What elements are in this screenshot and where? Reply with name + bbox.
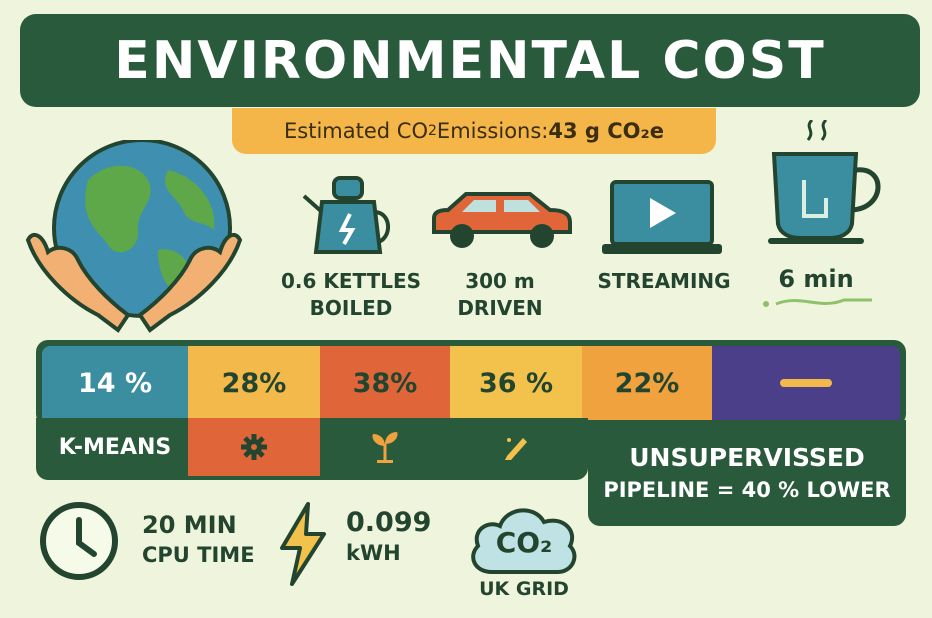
pipeline-callout: UNSUPERVISSED PIPELINE = 40 % LOWER	[588, 420, 906, 526]
streaming-label: STREAMING	[597, 269, 731, 293]
kmeans-tag: K-MEANS	[42, 418, 188, 476]
car-icon	[432, 192, 572, 248]
segment-1-label: 14 %	[77, 367, 153, 399]
page-title: ENVIRONMENTAL COST	[114, 30, 826, 91]
segment-3-label: 38%	[352, 367, 418, 399]
cpu-value: 20 MIN	[142, 511, 237, 539]
energy-label: kWH	[346, 541, 401, 565]
cpu-label: CPU TIME	[142, 543, 255, 567]
cpu-time-stat: 20 MIN CPU TIME	[142, 510, 282, 570]
subtitle-subscript: 2	[428, 123, 437, 139]
gear-tag	[188, 418, 320, 476]
segment-4: 36 %	[450, 346, 582, 420]
segment-4-label: 36 %	[478, 367, 554, 399]
coffee-cup-icon	[768, 120, 881, 244]
segment-3: 38%	[320, 346, 450, 420]
kettle-icon	[302, 176, 390, 254]
gear-icon	[241, 434, 267, 460]
pencil-icon	[505, 438, 527, 460]
equivalent-kettles: 0.6 KETTLES BOILED	[276, 268, 426, 322]
energy-stat: 0.099 kWH	[346, 508, 456, 568]
energy-value: 0.099	[346, 507, 432, 538]
cloud-icon	[471, 508, 577, 574]
sprout-tag	[320, 418, 450, 476]
segment-5-label: 22%	[614, 367, 680, 399]
driving-unit: DRIVEN	[457, 296, 543, 320]
segment-1: 14 %	[42, 346, 188, 420]
equivalent-driving: 300 m DRIVEN	[430, 268, 570, 322]
kmeans-label: K-MEANS	[58, 434, 172, 460]
title-banner: ENVIRONMENTAL COST	[20, 14, 920, 107]
callout-line-1: UNSUPERVISSED	[629, 443, 865, 472]
co2-badge: CO₂	[495, 526, 553, 559]
squiggle-icon	[763, 298, 872, 307]
grid-label: UK GRID	[479, 578, 569, 600]
subtitle-prefix: Estimated CO	[284, 119, 428, 143]
globe-hands-icon	[25, 140, 243, 333]
laptop-play-icon	[602, 180, 722, 254]
equivalent-coffee: 6 min	[756, 266, 876, 293]
kettles-unit: BOILED	[309, 296, 393, 320]
sprout-icon	[372, 432, 398, 463]
dash-icon	[780, 379, 832, 387]
kettles-value: 0.6 KETTLES	[280, 269, 422, 293]
pencil-tag	[450, 418, 582, 476]
lightning-icon	[280, 502, 326, 586]
equivalent-streaming: STREAMING	[584, 268, 744, 295]
driving-value: 300 m	[465, 269, 535, 293]
callout-line-2: PIPELINE = 40 % LOWER	[603, 478, 891, 502]
coffee-value: 6 min	[778, 265, 854, 293]
segment-5: 22%	[582, 346, 712, 420]
subtitle-mid: Emissions:	[436, 119, 549, 143]
clock-icon	[40, 502, 118, 580]
segment-6	[712, 346, 900, 420]
segment-2: 28%	[188, 346, 320, 420]
segment-2-label: 28%	[221, 367, 287, 399]
emissions-subtitle: Estimated CO 2 Emissions: 43 g CO₂e	[232, 108, 716, 154]
subtitle-value: 43 g CO₂e	[548, 119, 664, 143]
